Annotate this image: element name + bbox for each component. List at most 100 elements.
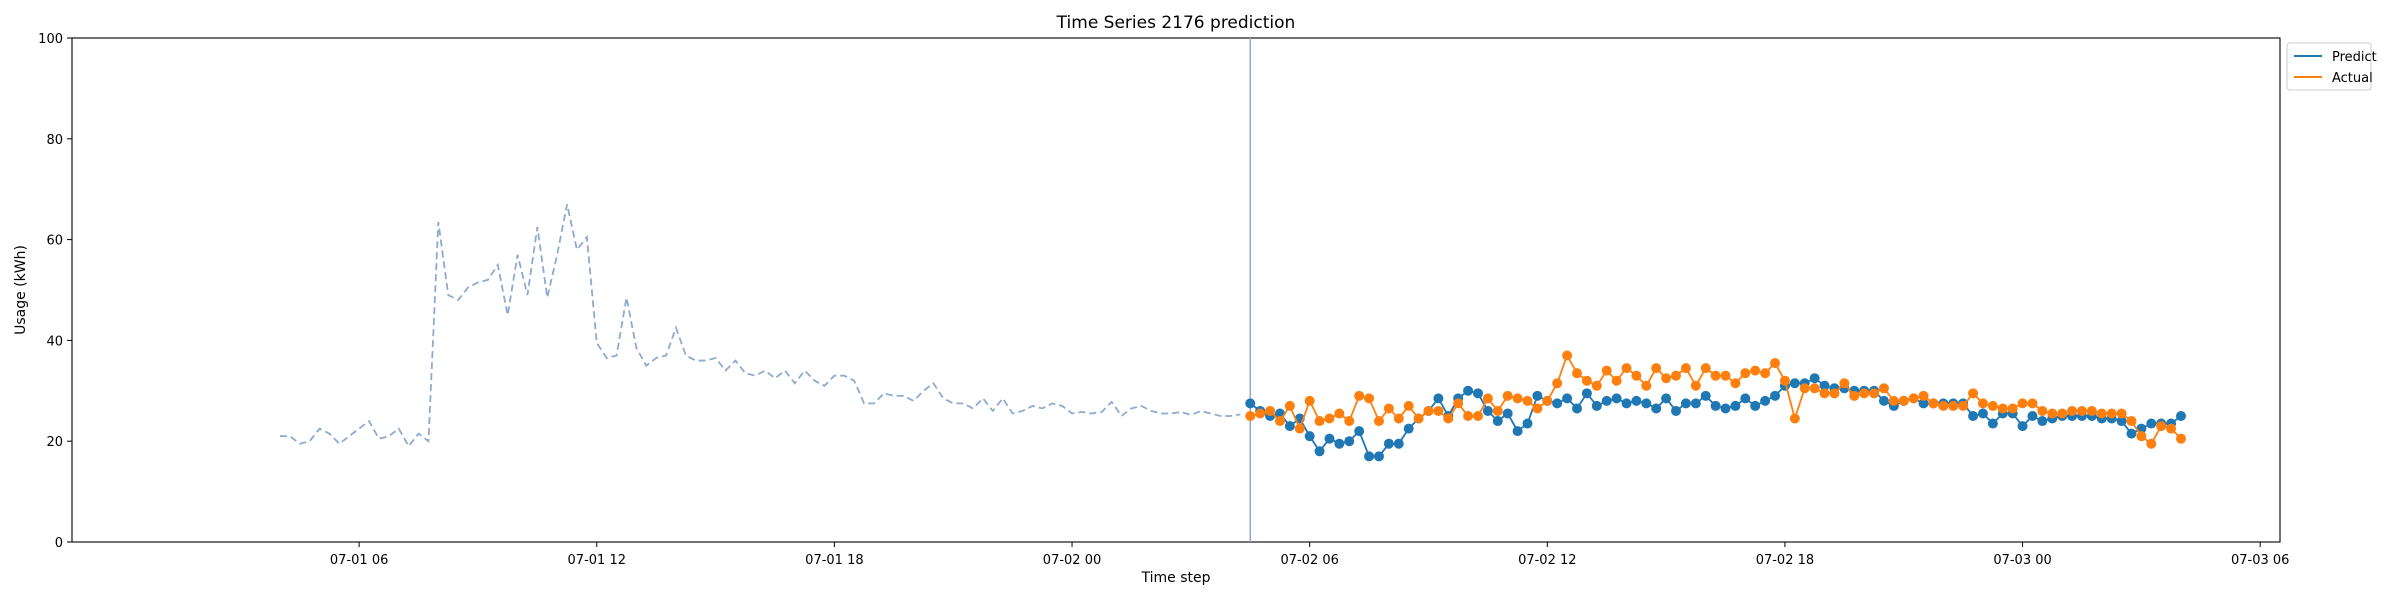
- actual-point: [1760, 368, 1771, 379]
- actual-point: [1671, 370, 1682, 381]
- actual-point: [1859, 388, 1870, 399]
- actual-point: [1779, 375, 1790, 386]
- x-tick-label: 07-02 06: [1280, 553, 1338, 568]
- actual-point: [2027, 398, 2038, 409]
- actual-point: [2156, 421, 2167, 432]
- actual-point: [1482, 393, 1493, 404]
- actual-point: [1284, 400, 1295, 411]
- legend: Predict Actual: [2286, 42, 2377, 91]
- predict-point: [1770, 390, 1781, 401]
- predict-point: [1314, 446, 1325, 457]
- actual-point: [1274, 416, 1285, 427]
- actual-point: [1819, 388, 1830, 399]
- actual-point: [1987, 400, 1998, 411]
- predict-point: [1502, 408, 1513, 419]
- predict-point: [1680, 398, 1691, 409]
- predict-point: [1284, 421, 1295, 432]
- actual-point: [1720, 370, 1731, 381]
- x-tick-label: 07-02 18: [1756, 553, 1814, 568]
- actual-point: [1393, 413, 1404, 424]
- predict-point: [1918, 398, 1929, 409]
- x-tick-label: 07-01 06: [330, 553, 388, 568]
- predict-point: [1977, 408, 1988, 419]
- actual-point: [1472, 411, 1483, 421]
- actual-point: [1542, 395, 1553, 406]
- predict-point: [1710, 400, 1721, 411]
- actual-point: [1651, 363, 1662, 374]
- actual-point: [1532, 403, 1543, 414]
- y-tick-label: 100: [38, 32, 63, 47]
- predict-point: [1661, 393, 1672, 404]
- actual-point: [1829, 388, 1840, 399]
- plot-frame: [71, 37, 2281, 543]
- y-tick-label: 40: [46, 334, 63, 349]
- actual-point: [1334, 408, 1345, 419]
- predict-point: [1463, 385, 1474, 396]
- actual-point: [1255, 408, 1266, 419]
- actual-point: [2067, 405, 2078, 416]
- series-predict: [1245, 373, 2186, 462]
- actual-point: [1977, 398, 1988, 409]
- predict-point: [1611, 393, 1622, 404]
- x-axis: 07-01 06 07-01 12 07-01 18 07-02 00 07-02 06…: [330, 542, 2289, 568]
- history-line: [279, 204, 1241, 448]
- actual-point: [1750, 365, 1761, 376]
- x-tick-label: 07-01 12: [568, 553, 626, 568]
- predict-point: [1492, 416, 1503, 427]
- predict-point: [1562, 393, 1573, 404]
- actual-point: [1611, 375, 1622, 386]
- actual-point: [1898, 395, 1909, 406]
- actual-point: [2166, 423, 2177, 434]
- predict-point: [1878, 395, 1889, 406]
- actual-point: [1680, 363, 1691, 374]
- actual-point: [1601, 365, 1612, 376]
- predict-point: [1572, 403, 1583, 414]
- y-tick-label: 60: [46, 234, 63, 249]
- actual-point: [1413, 413, 1424, 424]
- actual-point: [1621, 363, 1632, 374]
- actual-point: [2175, 433, 2186, 444]
- actual-point: [1809, 383, 1820, 394]
- predict-point: [1690, 398, 1701, 409]
- actual-point: [1661, 373, 1672, 384]
- actual-point: [1453, 398, 1464, 409]
- predict-point: [1552, 398, 1563, 409]
- predict-point: [1601, 395, 1612, 406]
- predict-point: [1581, 388, 1592, 399]
- predict-point: [1987, 418, 1998, 429]
- actual-point: [1443, 413, 1454, 424]
- actual-point: [2116, 408, 2127, 419]
- predict-point: [1324, 433, 1335, 444]
- actual-point: [1948, 400, 1959, 411]
- actual-point: [1512, 393, 1523, 404]
- actual-point: [1324, 413, 1335, 424]
- predict-point: [1750, 400, 1761, 411]
- actual-point: [1928, 398, 1939, 409]
- history-series-layer: [279, 204, 1241, 448]
- predict-point: [1512, 426, 1523, 437]
- actual-point: [1770, 358, 1781, 369]
- predict-point: [1809, 373, 1820, 384]
- actual-point: [1641, 380, 1652, 391]
- actual-point: [2146, 438, 2157, 449]
- predict-point: [1344, 436, 1355, 447]
- predict-point: [1651, 403, 1662, 414]
- actual-point: [1522, 395, 1533, 406]
- plot-area: [71, 37, 2281, 543]
- actual-point: [1918, 390, 1929, 401]
- series-actual: [1245, 350, 2186, 449]
- predict-point: [1641, 398, 1652, 409]
- predict-point: [1373, 451, 1384, 462]
- actual-point: [1245, 411, 1256, 421]
- actual-point: [2076, 405, 2087, 416]
- actual-point: [1463, 411, 1474, 421]
- actual-point: [1631, 370, 1642, 381]
- predict-point: [1354, 426, 1365, 437]
- actual-point: [1997, 403, 2008, 414]
- actual-point: [1364, 393, 1375, 404]
- chart-title: Time Series 2176 prediction: [1056, 13, 1296, 33]
- actual-point: [2037, 405, 2048, 416]
- actual-point: [1265, 405, 1276, 416]
- predict-point: [2126, 428, 2137, 439]
